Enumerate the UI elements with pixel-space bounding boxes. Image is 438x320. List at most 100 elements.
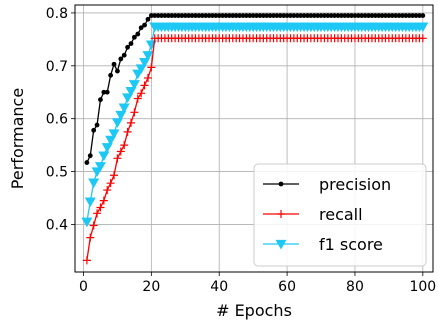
data-point: [165, 13, 171, 18]
data-point: [206, 13, 212, 18]
y-tick-label: 0.6: [46, 112, 68, 128]
data-point: [140, 81, 149, 90]
data-point: [396, 13, 402, 18]
legend-entry: f1 score: [263, 235, 383, 254]
data-point: [87, 153, 93, 159]
data-point: [116, 147, 125, 156]
x-tick-label: 0: [79, 279, 88, 295]
legend-box: [253, 163, 427, 267]
data-point: [111, 118, 123, 128]
data-point: [94, 122, 100, 128]
legend-swatch-marker: [278, 181, 284, 187]
x-tick-label: 20: [142, 279, 160, 295]
data-point: [291, 13, 297, 18]
data-point: [311, 13, 317, 18]
data-point: [257, 13, 263, 18]
data-point: [322, 13, 327, 18]
data-point: [277, 13, 283, 18]
data-point: [81, 217, 93, 228]
data-point: [98, 151, 110, 162]
data-point: [152, 13, 158, 18]
data-point: [110, 171, 119, 180]
series-precision: [84, 13, 426, 165]
data-point: [284, 13, 290, 18]
data-point: [362, 13, 368, 18]
data-point: [345, 13, 351, 18]
data-point: [335, 13, 341, 18]
data-point: [88, 178, 100, 189]
data-point: [318, 13, 324, 18]
data-point: [84, 160, 90, 165]
data-point: [101, 89, 107, 95]
data-point: [267, 13, 273, 18]
data-point: [118, 56, 124, 62]
ticks: 0 20 40 60 80 100 0.4 0.5 0.6 0.7 0.8: [46, 6, 436, 295]
y-tick-label: 0.5: [46, 165, 68, 181]
data-point: [115, 68, 120, 74]
data-point: [216, 13, 222, 18]
data-point: [133, 94, 142, 103]
data-point: [410, 13, 416, 18]
data-point: [400, 13, 405, 18]
data-point: [128, 41, 134, 46]
data-point: [342, 13, 348, 18]
data-point: [372, 13, 378, 18]
data-point: [103, 186, 112, 195]
data-point: [86, 233, 95, 242]
data-point: [420, 13, 426, 18]
y-tick-label: 0.7: [46, 59, 68, 75]
data-point: [274, 13, 280, 18]
data-point: [237, 13, 242, 18]
data-point: [369, 13, 375, 18]
data-point: [91, 127, 97, 133]
data-point: [418, 34, 427, 43]
data-point: [131, 34, 137, 40]
x-axis-label: # Epochs: [216, 301, 292, 320]
x-tick-label: 100: [409, 279, 436, 295]
data-point: [199, 13, 205, 18]
data-point: [301, 13, 307, 18]
data-point: [203, 13, 209, 18]
data-point: [233, 13, 239, 18]
data-point: [406, 13, 412, 18]
data-point: [220, 13, 226, 18]
data-point: [264, 13, 270, 18]
data-point: [186, 13, 192, 18]
data-point: [94, 162, 106, 172]
data-point: [84, 197, 96, 208]
data-point: [376, 13, 382, 18]
data-point: [254, 13, 259, 18]
data-point: [352, 13, 358, 18]
data-point: [108, 129, 120, 139]
data-point: [111, 61, 117, 67]
data-point: [308, 13, 314, 18]
data-point: [389, 13, 395, 18]
data-point: [98, 97, 103, 103]
data-point: [123, 127, 132, 136]
data-point: [142, 51, 154, 61]
data-point: [281, 13, 287, 18]
data-point: [162, 13, 168, 18]
data-point: [213, 13, 219, 18]
data-point: [176, 13, 181, 18]
data-point: [122, 93, 134, 104]
data-point: [403, 13, 409, 18]
legend-swatch-marker: [275, 239, 287, 250]
data-point: [193, 13, 198, 18]
data-point: [338, 13, 344, 18]
data-point: [159, 13, 164, 18]
data-point: [169, 13, 175, 18]
data-point: [128, 80, 140, 90]
data-point: [113, 154, 122, 163]
data-point: [126, 118, 135, 127]
data-point: [139, 57, 151, 68]
x-tick-label: 60: [278, 279, 296, 295]
data-point: [130, 108, 139, 117]
data-point: [393, 13, 399, 18]
data-point: [135, 31, 141, 37]
data-point: [137, 89, 146, 98]
legend-entry: recall: [263, 205, 363, 224]
data-point: [138, 25, 144, 31]
data-point: [223, 13, 229, 18]
